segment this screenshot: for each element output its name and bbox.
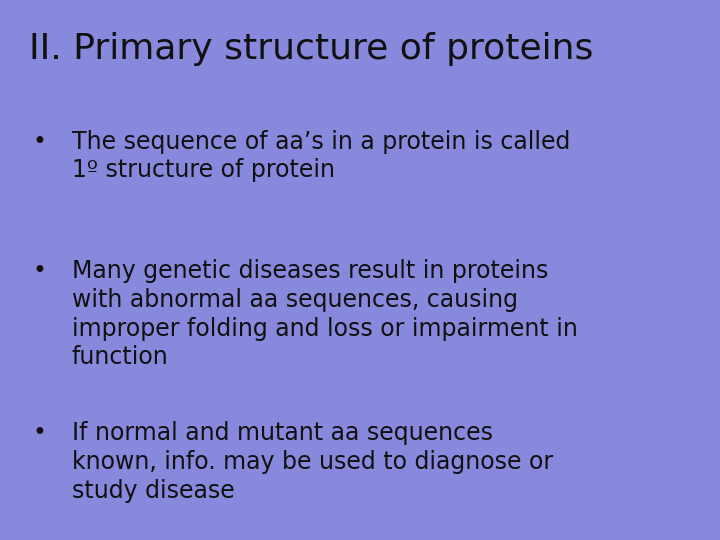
Text: If normal and mutant aa sequences
known, info. may be used to diagnose or
study : If normal and mutant aa sequences known,… [72, 421, 553, 503]
Text: •: • [32, 259, 46, 283]
Text: Many genetic diseases result in proteins
with abnormal aa sequences, causing
imp: Many genetic diseases result in proteins… [72, 259, 578, 369]
Text: The sequence of aa’s in a protein is called
1º structure of protein: The sequence of aa’s in a protein is cal… [72, 130, 570, 183]
Text: •: • [32, 421, 46, 445]
Text: •: • [32, 130, 46, 153]
Text: II. Primary structure of proteins: II. Primary structure of proteins [29, 32, 593, 66]
